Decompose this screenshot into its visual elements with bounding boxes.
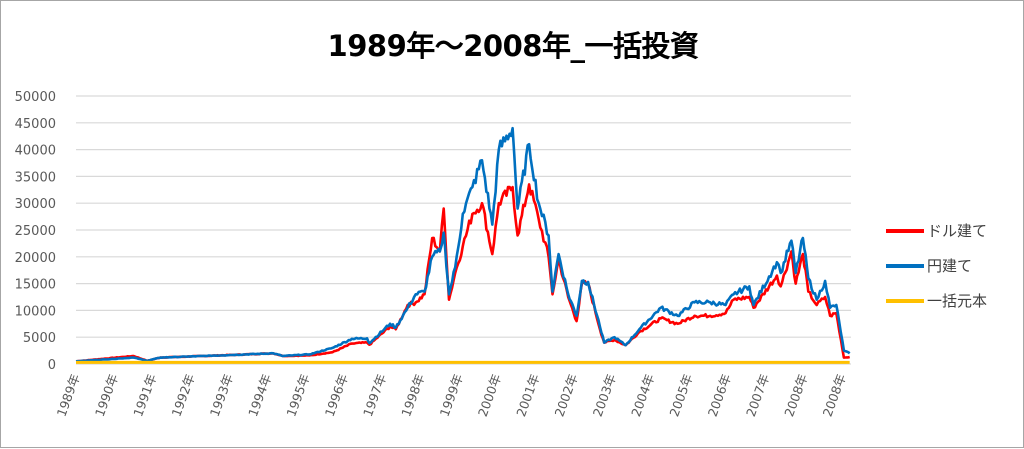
legend-item-yen: 円建て — [886, 248, 987, 283]
legend-item-principal: 一括元本 — [886, 283, 987, 318]
x-tick-label: 1997年 — [360, 372, 389, 419]
y-tick-label: 35000 — [15, 170, 56, 185]
chart-title: 1989年～2008年_一括投資 — [327, 29, 699, 63]
x-tick-label: 2007年 — [743, 372, 772, 419]
y-tick-label: 5000 — [23, 331, 56, 346]
x-tick-label: 1989年 — [54, 372, 83, 419]
x-tick-label: 2006年 — [705, 372, 734, 419]
x-tick-label: 2003年 — [590, 372, 619, 419]
y-tick-label: 50000 — [15, 90, 56, 105]
x-tick-label: 1996年 — [322, 372, 351, 419]
x-tick-label: 1994年 — [245, 372, 274, 419]
y-tick-label: 30000 — [15, 197, 56, 212]
legend-label: 一括元本 — [927, 292, 988, 310]
y-tick-label: 45000 — [15, 117, 56, 132]
y-tick-label: 15000 — [15, 278, 56, 293]
y-tick-label: 40000 — [15, 144, 56, 159]
y-tick-label: 20000 — [15, 251, 56, 266]
x-tick-label: 1992年 — [168, 372, 197, 419]
y-tick-label: 10000 — [15, 304, 56, 319]
x-tick-label: 1990年 — [92, 372, 121, 419]
legend-label: 円建て — [927, 257, 973, 275]
legend-swatch — [886, 263, 924, 268]
x-tick-label: 2001年 — [513, 372, 542, 419]
x-tick-label: 2008年 — [820, 372, 849, 419]
legend-label: ドル建て — [927, 222, 988, 240]
x-tick-label: 2000年 — [475, 372, 504, 419]
legend-swatch — [886, 298, 924, 303]
y-tick-label: 25000 — [15, 224, 56, 239]
x-tick-label: 2002年 — [551, 372, 580, 419]
x-tick-label: 1991年 — [130, 372, 159, 419]
y-tick-label: 0 — [48, 358, 56, 373]
series-line-dollar — [75, 183, 851, 363]
x-tick-label: 1998年 — [398, 372, 427, 419]
x-tick-label: 2004年 — [628, 372, 657, 419]
x-tick-label: 2005年 — [666, 372, 695, 419]
legend: ドル建て 円建て 一括元本 — [886, 213, 987, 318]
series-line-yen — [75, 126, 851, 363]
x-tick-label: 1995年 — [283, 372, 312, 419]
x-tick-label: 1993年 — [207, 372, 236, 419]
x-tick-label: 1999年 — [437, 372, 466, 419]
legend-swatch — [886, 228, 924, 233]
legend-item-dollar: ドル建て — [886, 213, 987, 248]
x-tick-label: 2008年 — [781, 372, 810, 419]
